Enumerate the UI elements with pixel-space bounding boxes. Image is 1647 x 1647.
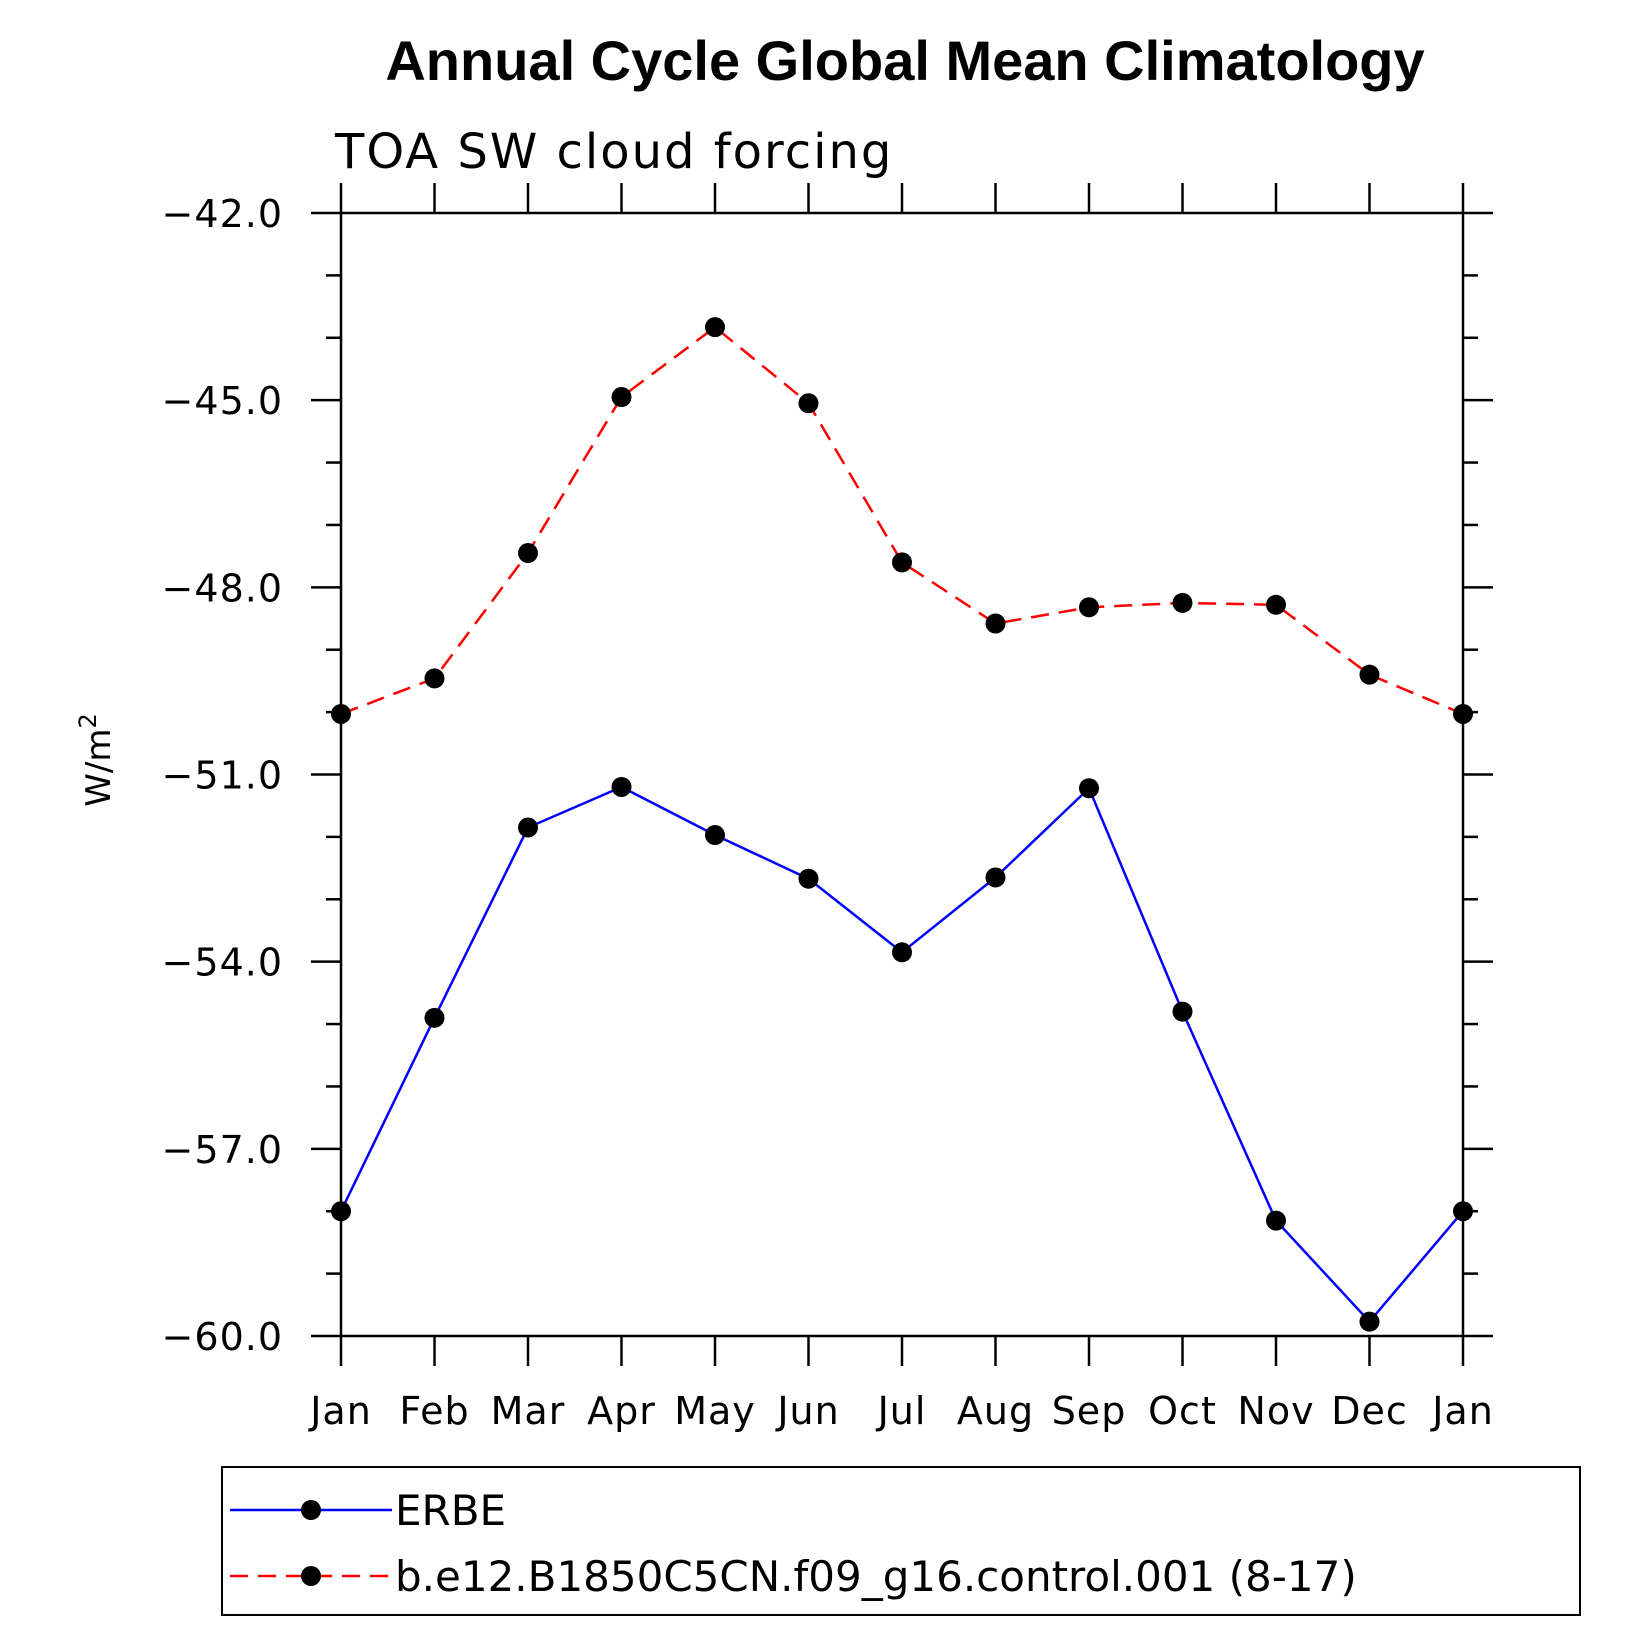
data-point-0-6 — [892, 942, 912, 963]
series-line-1 — [340, 325, 1464, 716]
series-line-0 — [339, 785, 1464, 1324]
y-tick-label: −42.0 — [162, 192, 283, 236]
y-axis-label-text: W/m — [79, 729, 119, 807]
legend-marker-erbe — [301, 1500, 321, 1520]
x-tick-label: Jan — [1430, 1389, 1494, 1433]
x-tick-label: May — [674, 1389, 756, 1433]
y-tick-label: −48.0 — [162, 566, 283, 610]
legend-box — [221, 1466, 1581, 1616]
x-tick-label: Feb — [399, 1389, 469, 1433]
legend: ERBE b.e12.B1850C5CN.f09_g16.control.001… — [221, 1466, 1581, 1616]
data-point-1-2 — [518, 543, 538, 564]
y-axis-label-superscript: 2 — [74, 713, 102, 728]
data-point-1-8 — [1079, 597, 1099, 618]
data-point-1-7 — [985, 613, 1006, 634]
data-point-0-8 — [1079, 778, 1099, 799]
legend-label-model: b.e12.B1850C5CN.f09_g16.control.001 (8-1… — [395, 1552, 1357, 1601]
chart-subtitle: TOA SW cloud forcing — [334, 124, 893, 180]
data-point-0-11 — [1359, 1311, 1380, 1332]
x-tick-label: Aug — [957, 1389, 1034, 1433]
y-tick-label: −54.0 — [162, 941, 283, 985]
data-point-1-1 — [424, 668, 445, 689]
x-tick-label: Jun — [775, 1389, 839, 1433]
data-point-0-10 — [1266, 1210, 1286, 1231]
data-point-1-6 — [892, 552, 912, 573]
data-point-1-0 — [331, 703, 351, 724]
data-point-0-5 — [798, 868, 819, 889]
y-tick-label: −60.0 — [162, 1315, 283, 1359]
x-tick-label: Nov — [1237, 1389, 1314, 1433]
data-point-0-2 — [518, 817, 538, 838]
x-tick-label: Dec — [1331, 1389, 1408, 1433]
y-tick-label: −57.0 — [162, 1128, 283, 1172]
series-layer — [331, 317, 1473, 1332]
x-tick-label: Jan — [308, 1389, 372, 1433]
data-point-0-4 — [705, 825, 725, 846]
x-tick-label: Jul — [876, 1389, 927, 1433]
plot-frame — [339, 211, 1465, 1338]
legend-marker-model — [301, 1566, 321, 1586]
data-point-1-5 — [798, 393, 819, 414]
data-point-0-1 — [424, 1007, 445, 1028]
data-point-1-11 — [1359, 664, 1380, 685]
legend-label-erbe: ERBE — [395, 1486, 506, 1535]
data-point-1-4 — [705, 317, 725, 338]
data-point-0-3 — [611, 776, 632, 797]
x-tick-label: Mar — [491, 1389, 566, 1433]
x-tick-label: Sep — [1052, 1389, 1127, 1433]
data-point-1-9 — [1172, 592, 1193, 613]
data-point-0-9 — [1172, 1001, 1193, 1022]
y-tick-label: −45.0 — [162, 379, 283, 423]
x-tick-label: Oct — [1148, 1389, 1217, 1433]
data-point-0-0 — [331, 1201, 351, 1222]
data-point-0-12 — [1453, 1201, 1473, 1222]
data-point-1-10 — [1266, 594, 1286, 615]
data-point-1-12 — [1453, 703, 1473, 724]
tick-labels: Jan Feb Mar Apr May Jun Jul Aug Sep Oct Nov Dec Jan−… — [162, 192, 1494, 1433]
data-point-0-7 — [985, 867, 1006, 888]
y-axis-label: W/m2 — [74, 713, 119, 806]
axes — [311, 183, 1493, 1366]
x-tick-label: Apr — [587, 1389, 656, 1433]
data-point-1-3 — [611, 387, 632, 408]
chart-title: Annual Cycle Global Mean Climatology — [385, 29, 1424, 92]
y-tick-label: −51.0 — [162, 754, 283, 798]
